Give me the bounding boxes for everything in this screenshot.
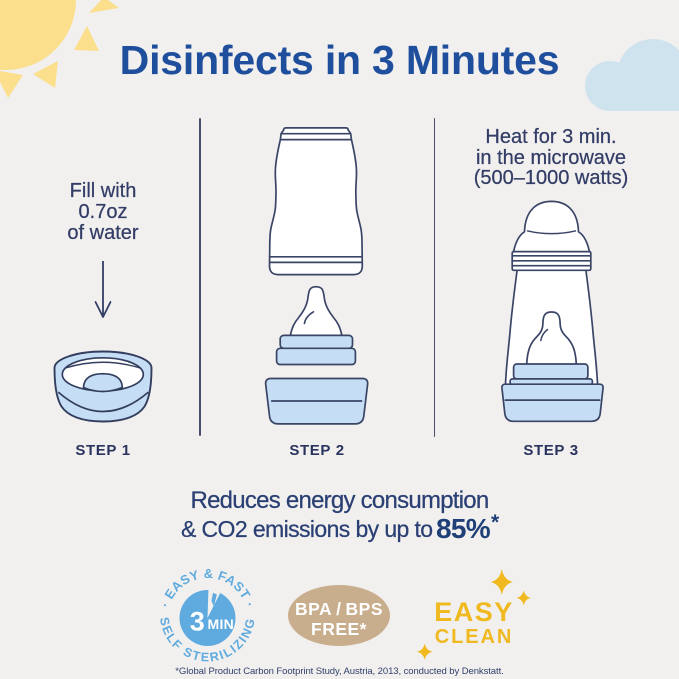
svg-text:3: 3 <box>190 607 205 637</box>
svg-text:MIN: MIN <box>208 616 235 632</box>
